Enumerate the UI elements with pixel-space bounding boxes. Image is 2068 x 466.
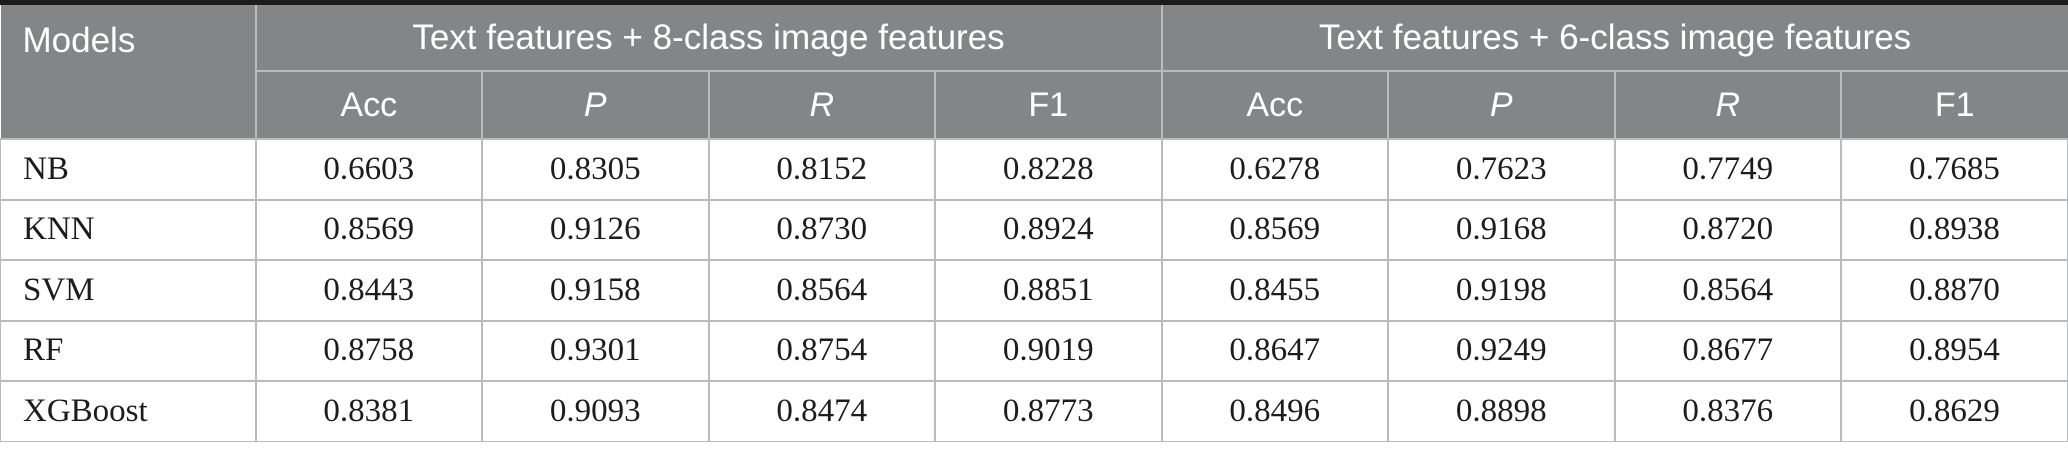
value-cell: 0.8758 [254,319,483,382]
value-cell: 0.8152 [707,138,936,201]
value-cell: 0.8677 [1613,319,1842,382]
table-row-xgboost: XGBoost 0.8381 0.9093 0.8474 0.8773 0.8496 0.8… [0,380,2068,442]
value-cell: 0.8228 [934,138,1163,201]
metric-header-acc-group1: Acc [254,70,483,140]
value-cell: 0.8496 [1160,380,1389,442]
value-cell: 0.8564 [707,259,936,322]
metric-header-r-group1: R [707,70,936,140]
value-cell: 0.6278 [1160,138,1389,201]
metric-header-f1-group1: F1 [934,70,1163,140]
value-cell: 0.8730 [707,198,936,261]
model-name-cell: RF [0,319,257,382]
value-cell: 0.8474 [707,380,936,442]
value-cell: 0.7685 [1840,138,2068,201]
value-cell: 0.8381 [254,380,483,442]
table-row-nb: NB 0.6603 0.8305 0.8152 0.8228 0.6278 0.7623 0.… [0,138,2068,201]
table-row-svm: SVM 0.8443 0.9158 0.8564 0.8851 0.8455 0.9198 0… [0,259,2068,322]
value-cell: 0.6603 [254,138,483,201]
value-cell: 0.8720 [1613,198,1842,261]
metric-header-p-group1: P [481,70,710,140]
value-cell: 0.8938 [1840,198,2068,261]
value-cell: 0.8376 [1613,380,1842,442]
model-name-cell: KNN [0,198,257,261]
value-cell: 0.9019 [934,319,1163,382]
value-cell: 0.8954 [1840,319,2068,382]
value-cell: 0.8898 [1387,380,1616,442]
value-cell: 0.9126 [481,198,710,261]
table-row-knn: KNN 0.8569 0.9126 0.8730 0.8924 0.8569 0.9168 0… [0,198,2068,261]
metric-header-p-group2: P [1387,70,1616,140]
value-cell: 0.8305 [481,138,710,201]
value-cell: 0.8569 [1160,198,1389,261]
model-name-cell: SVM [0,259,257,322]
value-cell: 0.8851 [934,259,1163,322]
value-cell: 0.8569 [254,198,483,261]
value-cell: 0.9158 [481,259,710,322]
value-cell: 0.9093 [481,380,710,442]
value-cell: 0.8773 [934,380,1163,442]
models-header-cell: Models [0,5,257,140]
value-cell: 0.7623 [1387,138,1616,201]
value-cell: 0.8924 [934,198,1163,261]
metric-header-r-group2: R [1613,70,1842,140]
value-cell: 0.8443 [254,259,483,322]
table-body: NB 0.6603 0.8305 0.8152 0.8228 0.6278 0.7623 0.… [0,138,2068,442]
table-header: Models Text features + 8-class image feat… [0,5,2068,140]
group-header-8-class: Text features + 8-class image features [254,5,1163,72]
metric-header-f1-group2: F1 [1840,70,2068,140]
value-cell: 0.8455 [1160,259,1389,322]
value-cell: 0.8629 [1840,380,2068,442]
value-cell: 0.8564 [1613,259,1842,322]
header-metric-row: Acc P R F1 Acc P R F1 [1,70,2068,140]
value-cell: 0.8754 [707,319,936,382]
results-table: Models Text features + 8-class image feat… [0,5,2068,442]
value-cell: 0.9198 [1387,259,1616,322]
table-top-accent-bar [0,0,2068,5]
value-cell: 0.8647 [1160,319,1389,382]
model-name-cell: XGBoost [0,380,257,442]
value-cell: 0.9301 [481,319,710,382]
header-group-row: Models Text features + 8-class image feat… [0,5,2068,140]
metric-header-acc-group2: Acc [1160,70,1389,140]
value-cell: 0.9168 [1387,198,1616,261]
value-cell: 0.7749 [1613,138,1842,201]
group-header-6-class: Text features + 6-class image features [1160,5,2068,72]
value-cell: 0.8870 [1840,259,2068,322]
table-row-rf: RF 0.8758 0.9301 0.8754 0.9019 0.8647 0.9249 0.… [0,319,2068,382]
model-name-cell: NB [0,138,257,201]
value-cell: 0.9249 [1387,319,1616,382]
